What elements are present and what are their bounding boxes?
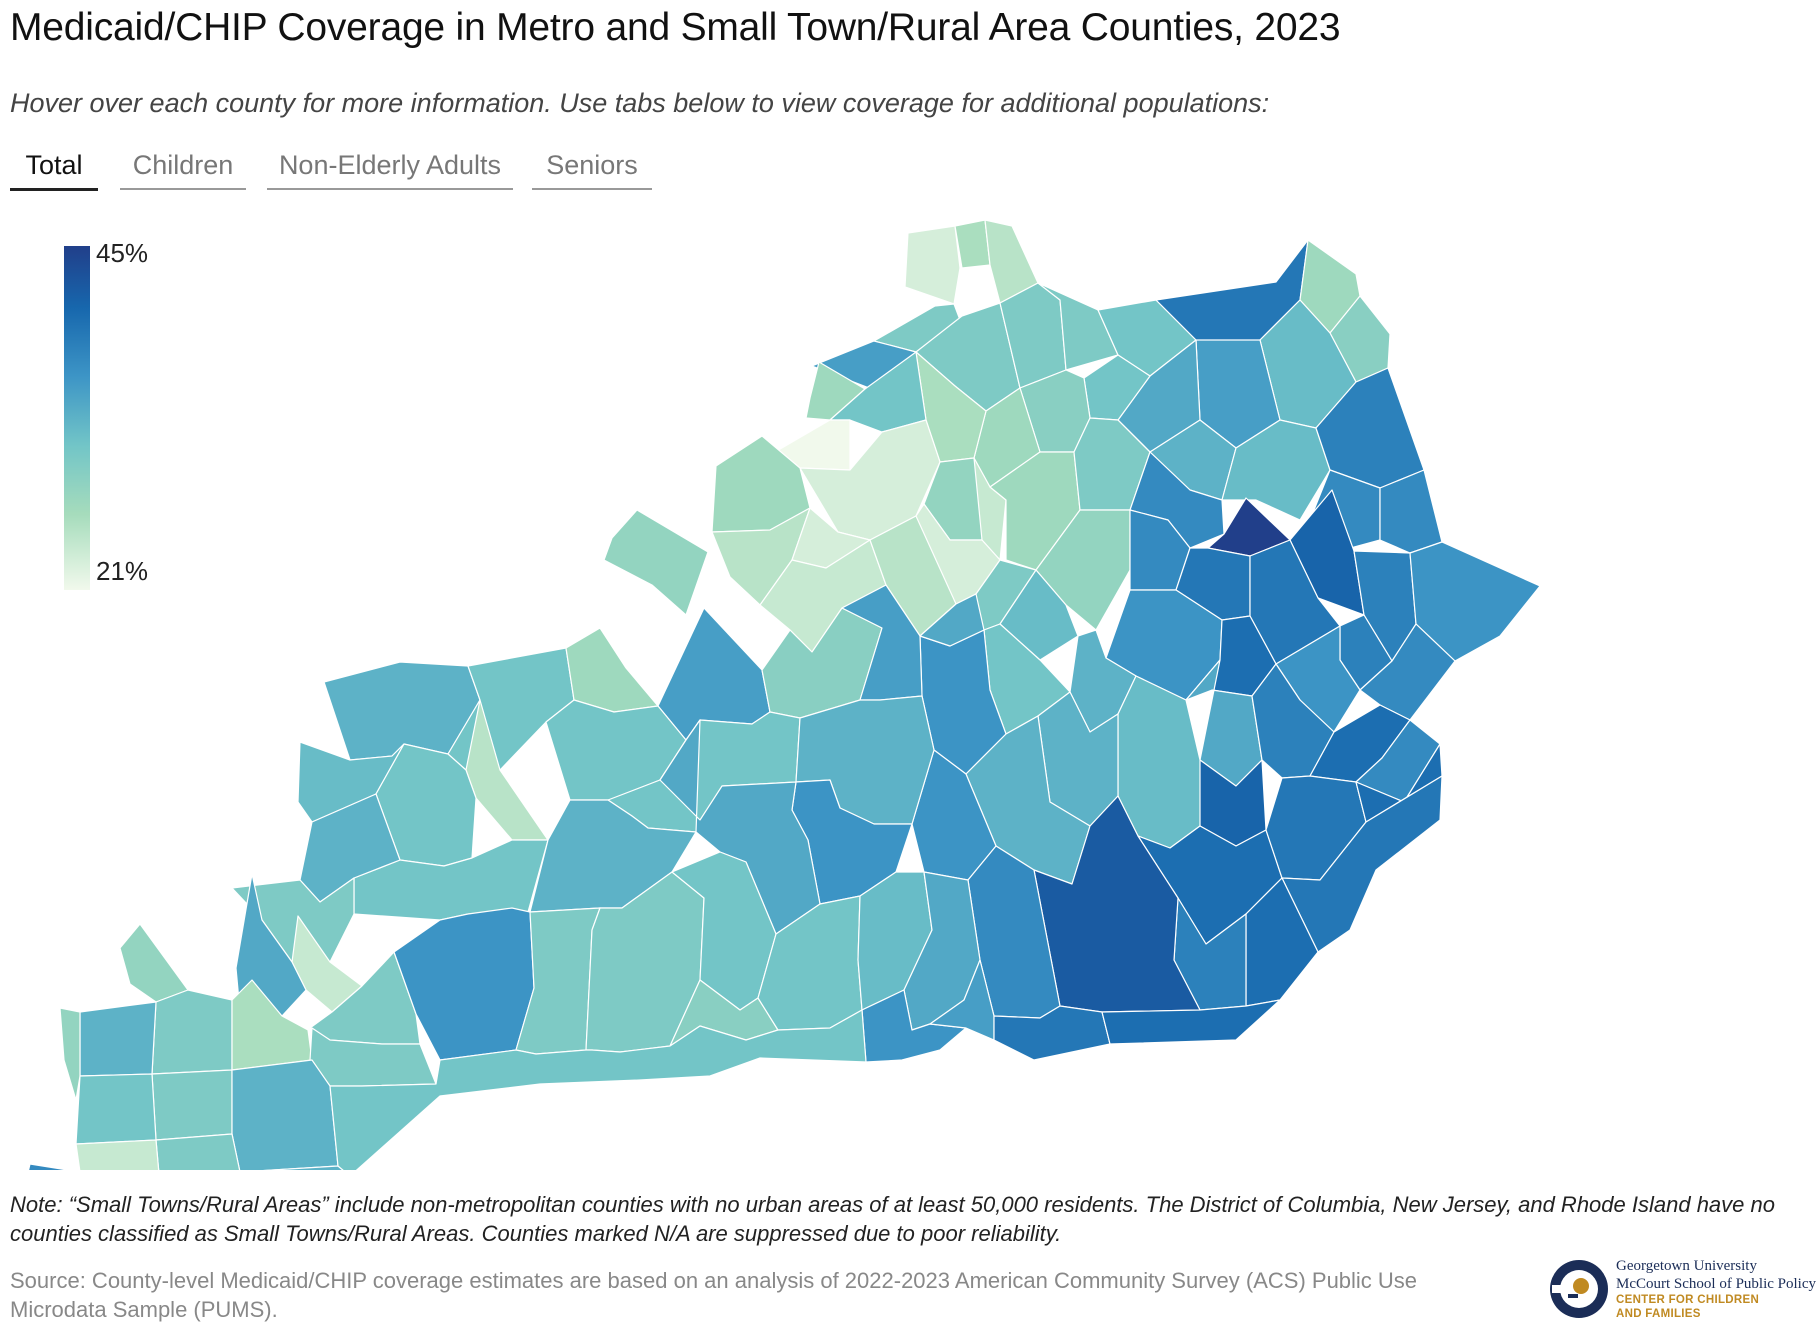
county-98[interactable] [235,873,307,1017]
page-subtitle: Hover over each county for more informat… [10,88,1270,118]
tab-non-elderly-adults[interactable]: Non-Elderly Adults [267,146,513,190]
county-78[interactable] [565,627,659,713]
county-109[interactable] [1101,999,1281,1045]
county-122[interactable] [240,1165,350,1170]
county-6[interactable] [805,361,866,421]
footnote: Note: “Small Towns/Rural Areas” include … [10,1192,1775,1246]
georgetown-logo: Georgetown University McCourt School of … [1548,1256,1816,1322]
county-2[interactable] [954,219,991,269]
county-110[interactable] [119,923,189,1003]
tab-children[interactable]: Children [120,146,246,190]
logo-line-4: AND FAMILIES [1616,1308,1701,1320]
county-25[interactable] [973,457,1007,561]
county-38[interactable] [603,509,709,616]
logo-line-2: McCourt School of Public Policy [1616,1276,1816,1292]
county-116[interactable] [75,1073,157,1145]
tab-seniors[interactable]: Seniors [532,146,652,190]
logo-line-1: Georgetown University [1616,1258,1757,1274]
county-119[interactable] [75,1139,162,1170]
source-note: Source: County-level Medicaid/CHIP cover… [10,1268,1418,1322]
county-70[interactable] [1355,743,1443,823]
page-title: Medicaid/CHIP Coverage in Metro and Smal… [10,6,1341,49]
tab-total[interactable]: Total [10,146,98,191]
county-120[interactable] [59,1007,81,1101]
county-123[interactable] [329,1009,867,1170]
county-117[interactable] [231,1059,339,1170]
county-115[interactable] [151,1069,233,1141]
color-legend-bar [64,246,90,590]
legend-min-label: 21% [96,556,149,586]
county-layer [16,219,1541,1170]
county-121[interactable] [16,1163,162,1170]
county-1[interactable] [904,225,961,305]
county-112[interactable] [79,1001,157,1077]
county-118[interactable] [155,1133,246,1170]
kentucky-county-map [16,219,1541,1170]
legend-max-label: 45% [96,238,149,268]
county-79[interactable] [657,607,771,741]
logo-line-3: CENTER FOR CHILDREN [1616,1294,1760,1306]
county-89[interactable] [919,593,985,647]
county-30[interactable] [1221,419,1331,521]
county-9[interactable] [1037,282,1119,371]
county-111[interactable] [151,989,233,1075]
georgetown-seal-icon [1550,1260,1608,1318]
